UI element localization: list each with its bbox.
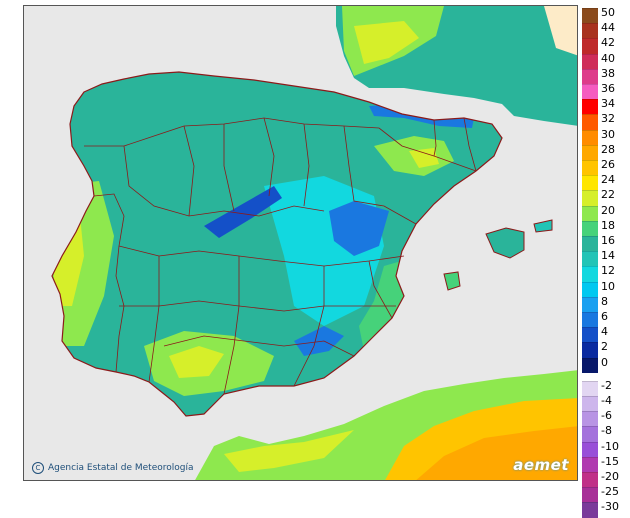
legend-swatch--20 [582, 472, 598, 488]
legend-label-34: 34 [601, 97, 615, 111]
legend-label--6: -6 [601, 409, 612, 423]
legend-swatch-50 [582, 8, 598, 24]
legend-label-8: 8 [601, 294, 608, 308]
legend-label-38: 38 [601, 66, 615, 80]
legend-label--4: -4 [601, 394, 612, 407]
menorca-island [533, 219, 553, 233]
legend-swatch--8 [582, 426, 598, 442]
iberian-system-cold-zone [329, 201, 389, 256]
france-outside-domain [544, 6, 577, 56]
legend-swatch-20 [582, 205, 598, 221]
legend-label-32: 32 [601, 112, 615, 126]
legend-label-28: 28 [601, 142, 615, 156]
credit-text: C Agencia Estatal de Meteorología [32, 462, 194, 474]
legend-swatch-34 [582, 99, 598, 115]
temperature-legend: 50 44 42 40 38 36 34 32 30 28 26 24 22 20 18 16 14 12 10 8 6… [582, 6, 628, 518]
betic-cold-zone [294, 326, 344, 356]
legend-swatch-2 [582, 342, 598, 358]
legend-label--10: -10 [601, 439, 619, 453]
central-system-cold-zone [204, 186, 282, 238]
legend-label--25: -25 [601, 485, 619, 499]
legend-swatch-12 [582, 266, 598, 282]
legend-swatch-40 [582, 53, 598, 69]
legend-swatch--10 [582, 441, 598, 457]
legend-label-4: 4 [601, 325, 608, 339]
legend-label--30: -30 [601, 500, 619, 514]
legend-label-26: 26 [601, 158, 615, 171]
legend-swatch-26 [582, 160, 598, 176]
legend-swatch-14 [582, 251, 598, 267]
france-yellow-region [354, 21, 419, 64]
map-panel: C Agencia Estatal de Meteorología aemet [23, 5, 578, 481]
legend-label-24: 24 [601, 173, 615, 187]
legend-swatch--25 [582, 487, 598, 503]
legend-swatch-16 [582, 236, 598, 252]
aemet-logo: aemet [513, 456, 569, 474]
legend-swatch-24 [582, 175, 598, 191]
africa-coastal-band [224, 430, 354, 472]
legend-swatch-10 [582, 281, 598, 297]
legend-swatch--15 [582, 456, 598, 472]
legend-swatch-8 [582, 296, 598, 312]
guadalquivir-hot-zone [169, 346, 224, 378]
legend-swatch-44 [582, 23, 598, 39]
legend-label-44: 44 [601, 21, 615, 35]
copyright-icon: C [32, 462, 44, 474]
legend-swatch-18 [582, 220, 598, 236]
legend-label-10: 10 [601, 279, 615, 293]
legend-label-16: 16 [601, 234, 615, 247]
legend-label--15: -15 [601, 454, 619, 468]
legend-label-6: 6 [601, 310, 608, 323]
legend-label-12: 12 [601, 264, 615, 278]
legend-label--2: -2 [601, 378, 612, 392]
legend-label-2: 2 [601, 340, 608, 354]
legend-swatch-32 [582, 114, 598, 130]
legend-swatch-36 [582, 84, 598, 100]
legend-label-20: 20 [601, 203, 615, 217]
legend-swatch-30 [582, 129, 598, 145]
legend-label-42: 42 [601, 36, 615, 50]
legend-swatch--4 [582, 396, 598, 412]
legend-label-36: 36 [601, 82, 615, 95]
temperature-map [24, 6, 577, 480]
legend-label-0: 0 [601, 355, 608, 369]
legend-swatch-0 [582, 357, 598, 373]
legend-swatch-38 [582, 68, 598, 84]
ibiza-island [443, 271, 461, 291]
legend-label-40: 40 [601, 51, 615, 65]
credit-label: Agencia Estatal de Meteorología [48, 463, 194, 473]
legend-swatch--30 [582, 502, 598, 518]
legend-swatch--2 [582, 380, 598, 396]
legend-swatch--6 [582, 411, 598, 427]
legend-label-14: 14 [601, 249, 615, 263]
africa-hotter-region [416, 426, 577, 480]
legend-label-18: 18 [601, 218, 615, 232]
legend-label-22: 22 [601, 188, 615, 202]
legend-swatch-42 [582, 38, 598, 54]
province-borders [51, 71, 503, 417]
legend-label-50: 50 [601, 6, 615, 19]
mallorca-island [485, 227, 525, 259]
legend-swatch-28 [582, 144, 598, 160]
legend-label--8: -8 [601, 424, 612, 438]
ebro-valley-warm-zone [409, 148, 439, 168]
legend-swatch-6 [582, 312, 598, 328]
legend-label-30: 30 [601, 127, 615, 141]
legend-gap [582, 372, 598, 381]
legend-swatch-22 [582, 190, 598, 206]
legend-swatch-4 [582, 327, 598, 343]
legend-label--20: -20 [601, 470, 619, 483]
